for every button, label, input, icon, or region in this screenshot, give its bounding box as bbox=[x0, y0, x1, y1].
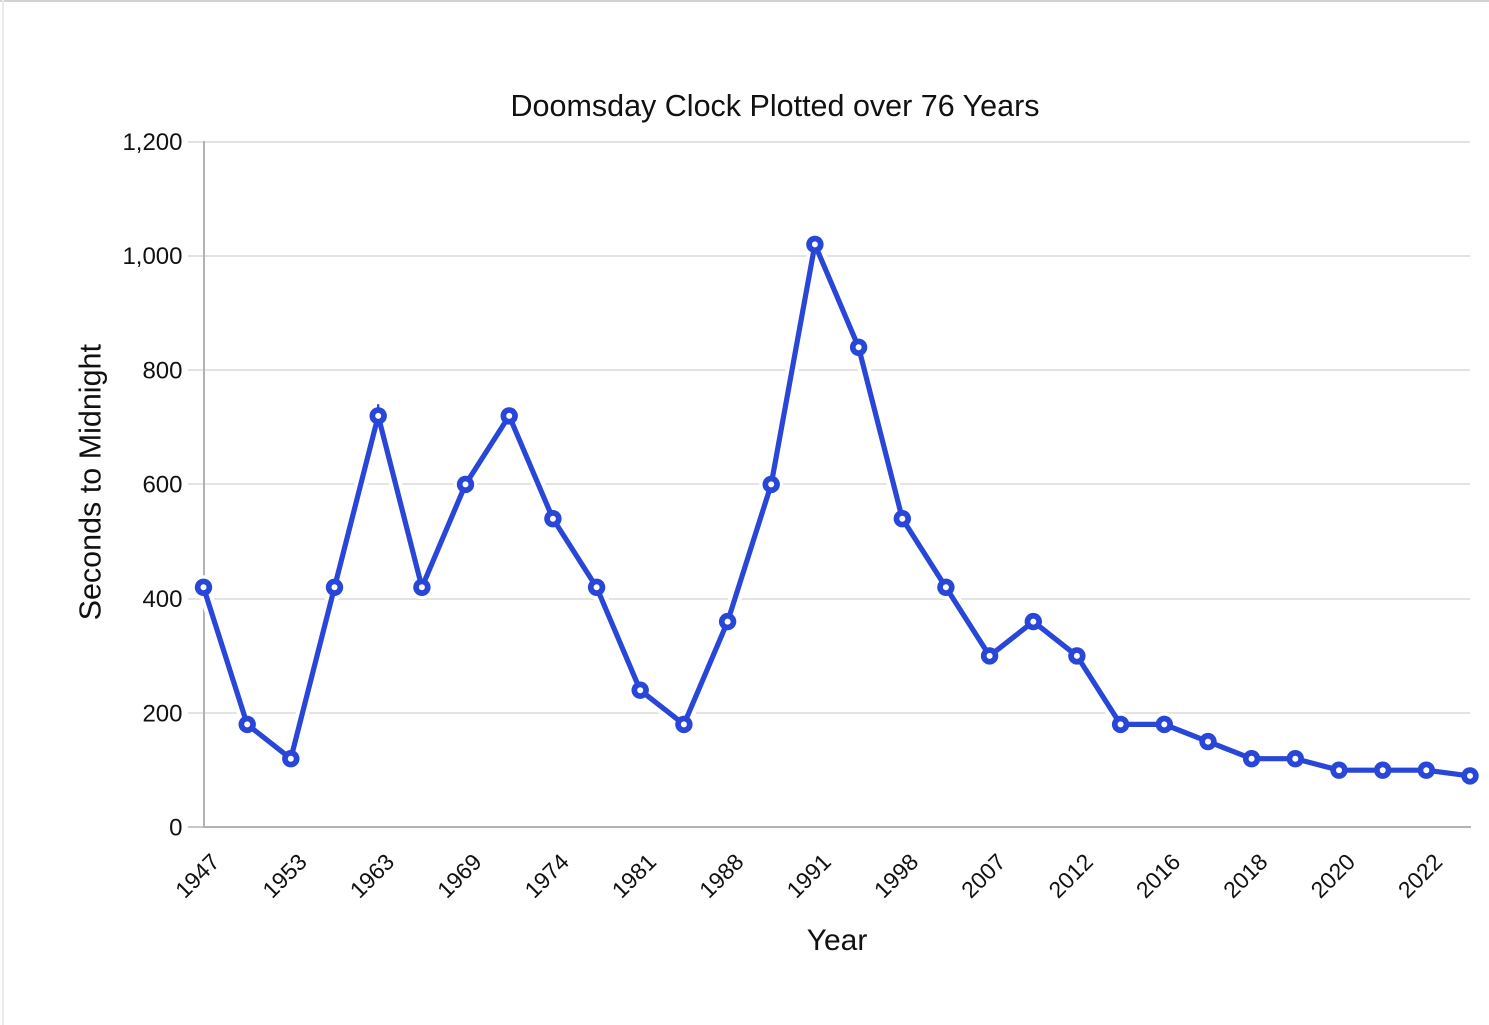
svg-text:Doomsday Clock Plotted over 76: Doomsday Clock Plotted over 76 Years bbox=[511, 89, 1040, 123]
svg-text:400: 400 bbox=[142, 586, 182, 613]
svg-text:800: 800 bbox=[142, 357, 182, 384]
svg-text:200: 200 bbox=[142, 700, 182, 727]
svg-text:0: 0 bbox=[169, 815, 182, 842]
svg-text:Year: Year bbox=[807, 924, 868, 957]
svg-text:1,200: 1,200 bbox=[122, 129, 182, 156]
svg-text:Seconds to Midnight: Seconds to Midnight bbox=[74, 343, 108, 620]
svg-text:600: 600 bbox=[142, 472, 182, 499]
svg-text:1,000: 1,000 bbox=[122, 243, 182, 270]
